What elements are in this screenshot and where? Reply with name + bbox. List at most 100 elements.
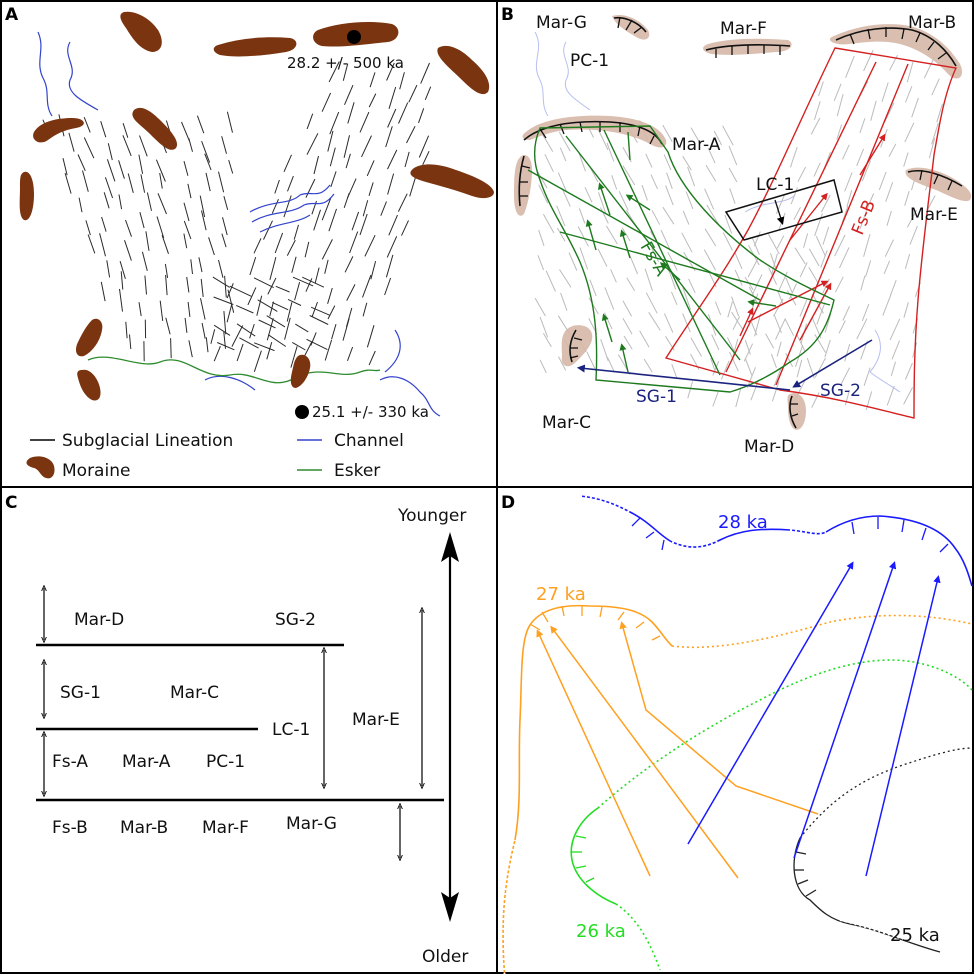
lineation-faint bbox=[622, 318, 633, 335]
stage-label-mar-b: Mar-B bbox=[120, 818, 168, 838]
moraine-crest bbox=[518, 155, 525, 207]
lineation bbox=[368, 182, 374, 196]
lineation bbox=[342, 318, 350, 341]
lineation bbox=[210, 329, 216, 344]
lineation bbox=[103, 192, 110, 209]
stage-label-sg-2: SG-2 bbox=[275, 610, 316, 630]
lineation bbox=[253, 277, 274, 289]
lineation-faint bbox=[884, 239, 894, 257]
lineation bbox=[64, 172, 72, 194]
date-label-south: 25.1 +/- 330 ka bbox=[312, 403, 429, 421]
label-sg-2: SG-2 bbox=[820, 381, 861, 401]
lineation-faint bbox=[720, 360, 730, 380]
lineation bbox=[139, 211, 145, 229]
lineation bbox=[283, 195, 292, 218]
lineation bbox=[107, 143, 113, 161]
lineation-faint bbox=[578, 152, 586, 172]
lineation-faint bbox=[537, 255, 545, 271]
lineation bbox=[247, 287, 257, 306]
lineation-faint bbox=[931, 78, 940, 96]
lake-lc-1 bbox=[724, 179, 843, 241]
lineation-faint bbox=[811, 392, 820, 408]
lineation bbox=[122, 135, 132, 157]
lineation bbox=[271, 198, 279, 214]
margin-tick bbox=[585, 877, 595, 883]
lineation bbox=[269, 256, 277, 281]
lineation-faint bbox=[856, 318, 868, 340]
lineation bbox=[183, 220, 192, 240]
lineation-faint bbox=[856, 148, 865, 166]
margin-tick bbox=[599, 606, 603, 618]
lineation bbox=[364, 234, 376, 257]
lineation-faint bbox=[796, 359, 803, 378]
lineation-faint bbox=[844, 389, 850, 406]
lineation-faint bbox=[863, 233, 871, 257]
lineation-faint bbox=[732, 316, 741, 331]
label-mar-b: Mar-B bbox=[908, 13, 956, 33]
lineation-faint bbox=[775, 318, 786, 340]
lineation bbox=[106, 260, 111, 278]
lineation bbox=[398, 102, 409, 124]
lineation-faint bbox=[687, 381, 693, 399]
lineation bbox=[329, 111, 340, 135]
lineation bbox=[387, 108, 397, 128]
lineation-faint bbox=[808, 248, 820, 267]
moraine-shape bbox=[437, 45, 490, 95]
lineation bbox=[221, 136, 227, 154]
ice-margin-26ka bbox=[570, 807, 617, 905]
lineation bbox=[349, 231, 359, 254]
moraine-halo bbox=[612, 14, 650, 40]
lineation-faint bbox=[584, 187, 593, 203]
lineation bbox=[362, 274, 372, 298]
moraine-crest bbox=[835, 27, 957, 67]
lineation-faint bbox=[754, 313, 762, 337]
lineation-faint bbox=[842, 144, 850, 160]
flowset-fs-a bbox=[527, 125, 835, 393]
lineation-faint bbox=[750, 381, 759, 401]
lake-arrow bbox=[774, 199, 785, 225]
lineation-faint bbox=[729, 188, 736, 204]
lineation-faint bbox=[728, 167, 738, 183]
channel-line bbox=[744, 194, 796, 213]
moraine-tick bbox=[791, 413, 799, 417]
lineation-faint bbox=[545, 270, 556, 292]
margin-tick bbox=[529, 623, 541, 631]
lineation bbox=[283, 154, 292, 173]
lineation bbox=[236, 323, 256, 337]
lineation bbox=[159, 300, 164, 321]
lineation-faint bbox=[556, 205, 566, 227]
lineation-faint bbox=[611, 175, 618, 190]
lineation-faint bbox=[726, 337, 736, 353]
lineation-faint bbox=[752, 238, 760, 255]
lineation-faint bbox=[909, 225, 918, 245]
ice-margin-27ka-dotted bbox=[671, 614, 973, 649]
lineation-faint bbox=[927, 195, 936, 210]
stage-label-mar-f: Mar-F bbox=[202, 818, 249, 838]
margin-tick bbox=[575, 835, 587, 839]
label-mar-e: Mar-E bbox=[910, 205, 958, 225]
lineation bbox=[327, 305, 336, 320]
lineation bbox=[306, 113, 314, 130]
moraine-tick bbox=[637, 125, 641, 137]
lineation-faint bbox=[671, 364, 678, 379]
lineation-faint bbox=[542, 213, 555, 234]
lineation-faint bbox=[861, 303, 870, 322]
label-mar-d: Mar-D bbox=[744, 437, 794, 457]
date-sample-point bbox=[347, 30, 361, 44]
date-sample-point bbox=[295, 405, 309, 419]
panel-d: D 28 ka 27 ka 26 ka bbox=[496, 486, 974, 974]
moraine-crest bbox=[569, 329, 577, 363]
lineation bbox=[310, 332, 317, 346]
channel-line bbox=[259, 214, 311, 233]
lineation bbox=[302, 276, 325, 288]
lineation bbox=[161, 235, 169, 254]
stage-label-mar-g: Mar-G bbox=[286, 814, 337, 834]
lineation bbox=[221, 233, 227, 248]
flow-27ka bbox=[536, 621, 819, 879]
lineation-faint bbox=[883, 260, 891, 275]
panel-a: A bbox=[0, 0, 498, 488]
lineation-faint bbox=[650, 174, 658, 190]
lineation-faint bbox=[903, 302, 909, 318]
flow-arrow bbox=[585, 219, 597, 251]
moraine-tick bbox=[633, 26, 643, 34]
